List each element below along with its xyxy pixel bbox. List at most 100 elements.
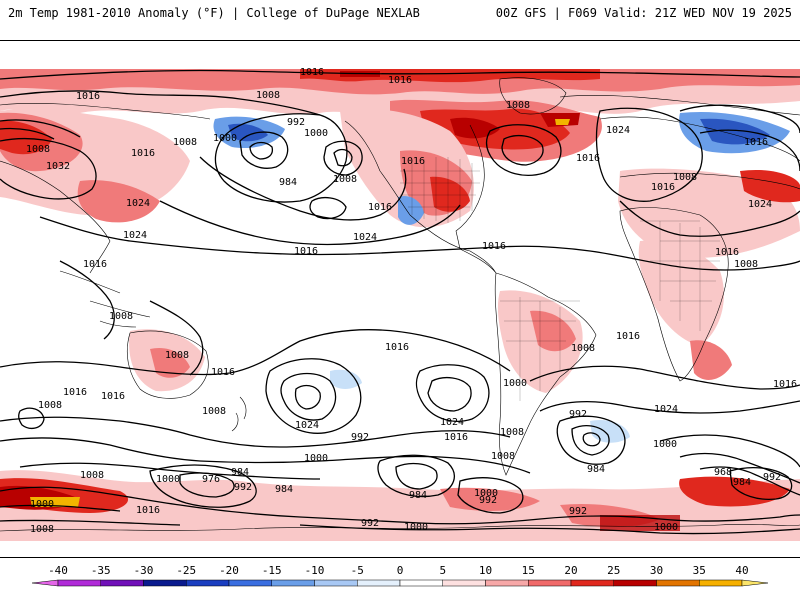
pressure-label: 984 bbox=[587, 464, 605, 475]
pressure-label: 1016 bbox=[385, 342, 409, 353]
pressure-label: 1000 bbox=[474, 488, 498, 499]
pressure-label: 992 bbox=[569, 409, 587, 420]
pressure-label: 1008 bbox=[673, 172, 697, 183]
colorbar-tick-label: 25 bbox=[607, 564, 620, 577]
colorbar-swatch bbox=[100, 579, 144, 587]
pressure-label: 1008 bbox=[506, 100, 530, 111]
colorbar-tick-labels: -40 -35 -30 -25 -20 -15 -10 -5 0 5 10 15 20 25 30 35 40 bbox=[48, 564, 749, 577]
pressure-label: 1000 bbox=[213, 133, 237, 144]
pressure-label: 1024 bbox=[126, 198, 150, 209]
pressure-label: 1008 bbox=[500, 427, 524, 438]
pressure-label: 1016 bbox=[83, 259, 107, 270]
colorbar-swatch bbox=[570, 579, 614, 587]
colorbar-tick-label: -30 bbox=[134, 564, 154, 577]
colorbar-arrow-high bbox=[741, 579, 769, 587]
colorbar-tick-label: 0 bbox=[397, 564, 404, 577]
colorbar-tick-label: 10 bbox=[479, 564, 492, 577]
colorbar-swatch bbox=[528, 579, 572, 587]
pressure-label: 984 bbox=[733, 477, 751, 488]
colorbar-swatch bbox=[57, 579, 101, 587]
colorbar-swatch bbox=[143, 579, 187, 587]
pressure-label: 992 bbox=[287, 117, 305, 128]
pressure-label: 1008 bbox=[202, 406, 226, 417]
pressure-label: 1008 bbox=[165, 350, 189, 361]
colorbar-tick-label: -25 bbox=[176, 564, 196, 577]
colorbar-swatch bbox=[399, 579, 443, 587]
pressure-label: 1016 bbox=[76, 91, 100, 102]
pressure-label: 992 bbox=[351, 432, 369, 443]
pressure-label: 1016 bbox=[368, 202, 392, 213]
colorbar-swatch bbox=[485, 579, 529, 587]
pressure-label: 1008 bbox=[333, 174, 357, 185]
pressure-label: 1024 bbox=[440, 417, 464, 428]
colorbar-tick-label: 30 bbox=[650, 564, 663, 577]
pressure-label: 1016 bbox=[576, 153, 600, 164]
map-panel[interactable]: 1016 1016 1016 1008 1008 992 1000 1000 1024 1008 1… bbox=[0, 40, 800, 558]
pressure-label: 1016 bbox=[651, 182, 675, 193]
pressure-label: 1016 bbox=[136, 505, 160, 516]
colorbar-tick-label: 15 bbox=[522, 564, 535, 577]
pressure-label: 1008 bbox=[80, 470, 104, 481]
colorbar-tick-label: -35 bbox=[91, 564, 111, 577]
pressure-label: 1008 bbox=[30, 524, 54, 535]
colorbar-legend: -40 -35 -30 -25 -20 -15 -10 -5 0 5 10 15 20 25 30 35 40 bbox=[0, 558, 800, 600]
pressure-label: 992 bbox=[569, 506, 587, 517]
pressure-label: 1024 bbox=[654, 404, 678, 415]
pressure-label: 1008 bbox=[173, 137, 197, 148]
pressure-label: 1016 bbox=[388, 75, 412, 86]
colorbar-swatch bbox=[357, 579, 401, 587]
colorbar-swatch bbox=[186, 579, 230, 587]
colorbar-tick-label: -5 bbox=[351, 564, 364, 577]
pressure-label: 1024 bbox=[123, 230, 147, 241]
pressure-label: 1016 bbox=[131, 148, 155, 159]
pressure-label: 1024 bbox=[748, 199, 772, 210]
pressure-label: 984 bbox=[409, 490, 427, 501]
pressure-label: 1016 bbox=[444, 432, 468, 443]
pressure-label: 1016 bbox=[482, 241, 506, 252]
pressure-label: 1024 bbox=[353, 232, 377, 243]
pressure-label: 984 bbox=[231, 467, 249, 478]
colorbar-tick-label: 35 bbox=[693, 564, 706, 577]
pressure-label: 992 bbox=[234, 482, 252, 493]
colorbar-tick-label: 20 bbox=[564, 564, 577, 577]
pressure-label: 1016 bbox=[101, 391, 125, 402]
pressure-label: 1008 bbox=[26, 144, 50, 155]
pressure-label: 1016 bbox=[294, 246, 318, 257]
pressure-label: 1008 bbox=[734, 259, 758, 270]
pressure-label: 1000 bbox=[304, 128, 328, 139]
colorbar-arrow-low bbox=[31, 579, 59, 587]
pressure-label: 1016 bbox=[773, 379, 797, 390]
pressure-label: 1032 bbox=[46, 161, 70, 172]
pressure-label: 1008 bbox=[491, 451, 515, 462]
pressure-label: 976 bbox=[202, 474, 220, 485]
pressure-label: 1024 bbox=[295, 420, 319, 431]
colorbar-swatch bbox=[442, 579, 486, 587]
colorbar-swatch bbox=[314, 579, 358, 587]
colorbar-tick-label: -15 bbox=[262, 564, 282, 577]
pressure-label: 1016 bbox=[715, 247, 739, 258]
colorbar-tick-label: -20 bbox=[219, 564, 239, 577]
colorbar-swatch bbox=[271, 579, 315, 587]
pressure-label: 1000 bbox=[30, 499, 54, 510]
pressure-label: 1000 bbox=[404, 522, 428, 533]
sea-level-pressure-contours bbox=[0, 69, 800, 535]
colorbar-tick-label: -10 bbox=[305, 564, 325, 577]
colorbar-tick-label: 5 bbox=[439, 564, 446, 577]
colorbar-swatch bbox=[656, 579, 700, 587]
pressure-label: 1000 bbox=[304, 453, 328, 464]
pressure-label: 1016 bbox=[744, 137, 768, 148]
colorbar-tick-label: 40 bbox=[735, 564, 748, 577]
pressure-label: 1016 bbox=[63, 387, 87, 398]
pressure-label: 1000 bbox=[653, 439, 677, 450]
pressure-label: 1008 bbox=[571, 343, 595, 354]
colorbar-graphic: -40 -35 -30 -25 -20 -15 -10 -5 0 5 10 15 20 25 30 35 40 bbox=[31, 564, 769, 587]
colorbar-swatch bbox=[699, 579, 743, 587]
pressure-label: 1000 bbox=[156, 474, 180, 485]
pressure-label: 1008 bbox=[109, 311, 133, 322]
pressure-label: 1016 bbox=[616, 331, 640, 342]
pressure-label: 1000 bbox=[503, 378, 527, 389]
pressure-label: 984 bbox=[279, 177, 297, 188]
map-header: 2m Temp 1981-2010 Anomaly (°F) | College… bbox=[0, 0, 800, 40]
